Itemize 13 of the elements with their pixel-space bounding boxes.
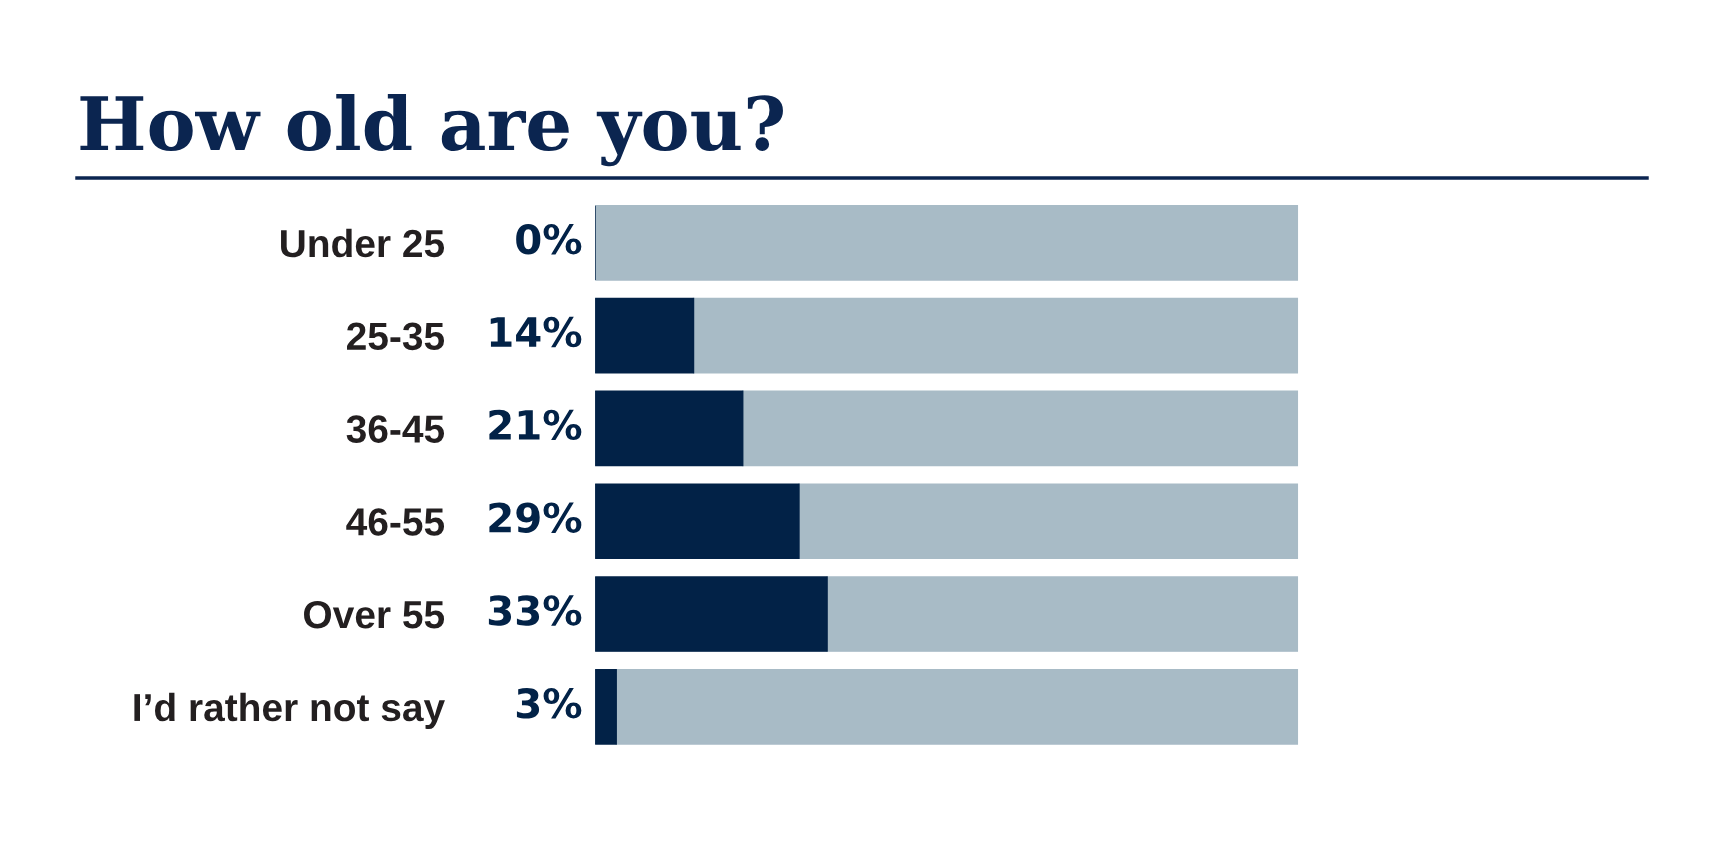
data-label: 29% [489, 502, 582, 533]
y-tick-label: I’d rather not say [134, 692, 445, 729]
data-label: 21% [489, 409, 582, 441]
y-tick-label: 25-35 [347, 322, 445, 351]
y-tick-label: 36-45 [346, 415, 445, 443]
data-label: 0% [516, 224, 582, 255]
y-tick-label: Over 55 [304, 600, 445, 629]
data-label: 3% [516, 688, 582, 719]
y-tick-label: 46-55 [346, 508, 445, 536]
data-label: 33% [488, 595, 582, 626]
y-tick-label: Under 25 [281, 228, 445, 258]
chart-title: How old are you? [80, 94, 783, 167]
data-label: 14% [490, 316, 582, 348]
